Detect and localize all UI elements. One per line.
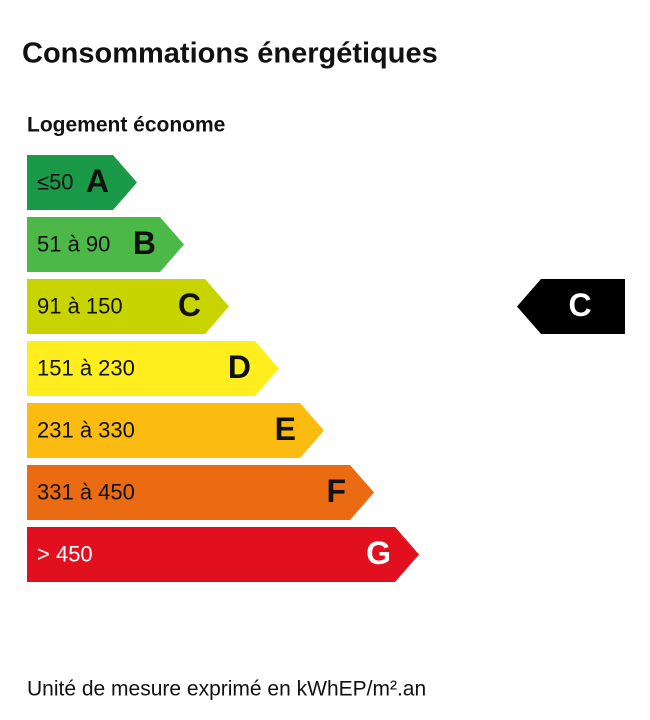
- class-bar: [27, 527, 419, 582]
- class-bar: [27, 217, 184, 272]
- class-bar: [27, 341, 279, 396]
- class-bar: [27, 403, 324, 458]
- class-range: 331 à 450: [37, 479, 135, 504]
- class-bar: [27, 155, 137, 210]
- class-letter: E: [275, 411, 296, 447]
- current-letter: C: [568, 287, 591, 323]
- class-range: 151 à 230: [37, 355, 135, 380]
- class-letter: F: [326, 473, 346, 509]
- class-range: 51 à 90: [37, 231, 110, 256]
- class-letter: D: [228, 349, 251, 385]
- title: Consommations énergétiques: [22, 38, 438, 70]
- footer: Unité de mesure exprimé en kWhEP/m².an: [27, 678, 426, 701]
- class-letter: G: [366, 535, 391, 571]
- current-indicator: [517, 279, 625, 334]
- class-range: 231 à 330: [37, 417, 135, 442]
- class-range: ≤50: [37, 169, 74, 194]
- class-letter: C: [178, 287, 201, 323]
- class-range: > 450: [37, 541, 93, 566]
- subtitle: Logement économe: [27, 114, 225, 137]
- class-letter: A: [86, 163, 109, 199]
- class-bar: [27, 279, 229, 334]
- class-letter: B: [133, 225, 156, 261]
- class-range: 91 à 150: [37, 293, 123, 318]
- class-bar: [27, 465, 374, 520]
